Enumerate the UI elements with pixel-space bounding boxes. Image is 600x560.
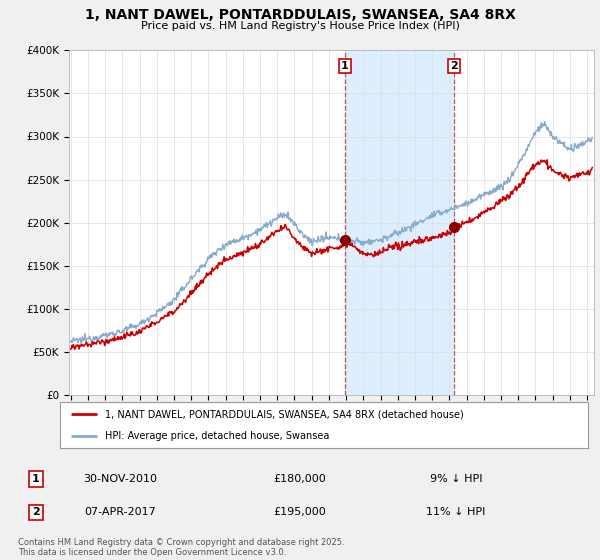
Bar [345,50,454,395]
Text: 2: 2 [450,60,458,71]
Text: 1: 1 [341,60,349,71]
Text: £195,000: £195,000 [274,507,326,517]
Text: Contains HM Land Registry data © Crown copyright and database right 2025.
This d: Contains HM Land Registry data © Crown c… [18,538,344,557]
Text: 9% ↓ HPI: 9% ↓ HPI [430,474,482,484]
Text: 2: 2 [32,507,40,517]
Text: Price paid vs. HM Land Registry's House Price Index (HPI): Price paid vs. HM Land Registry's House … [140,21,460,31]
Text: 30-NOV-2010: 30-NOV-2010 [83,474,157,484]
Text: 1, NANT DAWEL, PONTARDDULAIS, SWANSEA, SA4 8RX: 1, NANT DAWEL, PONTARDDULAIS, SWANSEA, S… [85,8,515,22]
Text: 1, NANT DAWEL, PONTARDDULAIS, SWANSEA, SA4 8RX (detached house): 1, NANT DAWEL, PONTARDDULAIS, SWANSEA, S… [105,409,464,419]
Text: £180,000: £180,000 [274,474,326,484]
Text: HPI: Average price, detached house, Swansea: HPI: Average price, detached house, Swan… [105,431,329,441]
Text: 07-APR-2017: 07-APR-2017 [84,507,156,517]
Text: 11% ↓ HPI: 11% ↓ HPI [427,507,485,517]
Text: 1: 1 [32,474,40,484]
